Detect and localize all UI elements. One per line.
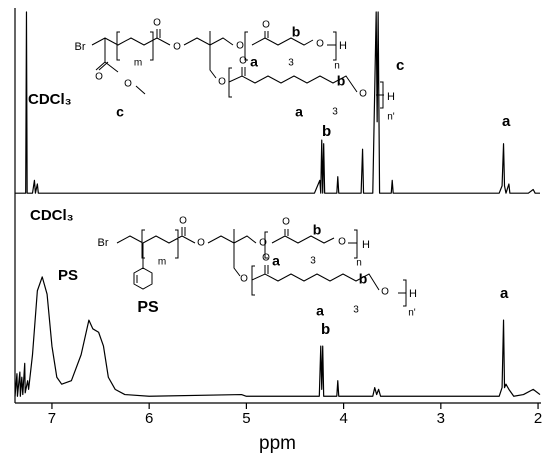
structure-label: O — [381, 287, 389, 298]
structure-label: a — [250, 54, 258, 70]
peak-annotation: c — [396, 57, 404, 74]
structure-label: PS — [137, 299, 159, 316]
structure-label: O — [95, 72, 103, 83]
structure-label: m — [158, 257, 166, 268]
structure-skeleton — [116, 227, 407, 307]
structure-label: O — [240, 274, 248, 285]
structure-label: O — [359, 89, 367, 100]
structure-label: a — [316, 303, 324, 319]
structure-label: b — [292, 24, 301, 40]
x-tick-label: 7 — [48, 410, 56, 427]
structure-label: Br — [98, 237, 109, 249]
structure-label: b — [313, 222, 322, 238]
x-tick-label: 2 — [534, 410, 542, 427]
x-tick-label: 5 — [242, 410, 250, 427]
structure-label: O — [124, 79, 132, 90]
structure-label: m — [134, 58, 142, 69]
structure-label: 3 — [353, 305, 359, 316]
structure-label: n' — [387, 112, 395, 123]
structure-label: O — [179, 216, 187, 227]
structure-label: b — [359, 271, 368, 287]
structure-label: 3 — [288, 58, 294, 69]
structure-label: a — [295, 104, 303, 120]
spectrum-line — [15, 11, 540, 194]
x-tick-label: 4 — [339, 410, 347, 427]
structure-label: n — [334, 61, 340, 72]
peak-annotation: CDCl₃ — [28, 91, 72, 108]
structure-label: O — [197, 238, 205, 249]
structure-label: n — [356, 258, 362, 269]
structure-label: H — [362, 239, 370, 251]
structure-label: O — [173, 42, 181, 53]
structure-label: O — [262, 253, 270, 264]
peak-annotation: a — [502, 113, 511, 130]
structure-label: c — [116, 104, 124, 120]
spectrum-line — [14, 276, 541, 397]
x-axis-label: ppm — [259, 433, 296, 454]
structure-label: O — [338, 237, 346, 248]
structure-label: a — [272, 253, 280, 269]
structure-label: b — [337, 73, 346, 89]
structure-label: n' — [408, 308, 416, 319]
structure-label: Br — [75, 41, 86, 53]
peak-annotation: PS — [58, 267, 78, 284]
structure-label: 3 — [332, 107, 338, 118]
structure-label: O — [218, 77, 226, 88]
structure-skeleton — [91, 29, 384, 109]
x-tick-label: 3 — [437, 410, 445, 427]
structure-label: O — [153, 18, 161, 29]
structure-label: O — [239, 56, 247, 67]
peak-annotation: b — [321, 321, 330, 338]
peak-annotation: a — [500, 285, 509, 302]
peak-annotation: CDCl₃ — [30, 207, 74, 224]
structure-label: O — [259, 238, 267, 249]
structure-label: O — [262, 20, 270, 31]
peak-annotation: b — [322, 123, 331, 140]
x-tick-label: 6 — [145, 410, 153, 427]
structure-label: O — [236, 41, 244, 52]
structure-label: O — [316, 39, 324, 50]
structure-label: H — [339, 40, 347, 52]
structure-label: H — [409, 288, 417, 300]
structure-label: H — [387, 91, 395, 103]
structure-label: O — [282, 217, 290, 228]
structure-label: 3 — [310, 256, 316, 267]
